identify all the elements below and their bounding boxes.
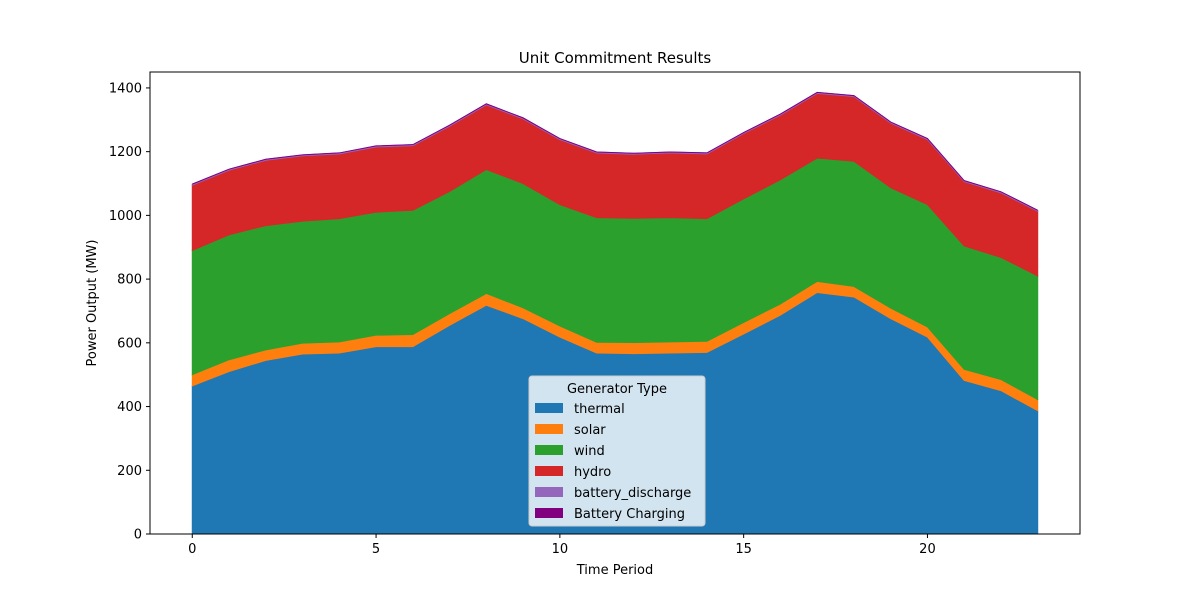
- x-tick-label: 5: [372, 542, 380, 557]
- legend-swatch: [535, 466, 563, 476]
- legend-label: battery_discharge: [574, 486, 691, 501]
- x-axis: 0 5 10 15 20: [188, 534, 936, 557]
- y-tick-label: 1000: [109, 209, 142, 224]
- legend-swatch: [535, 445, 563, 455]
- x-tick-label: 20: [919, 542, 936, 557]
- x-tick-label: 0: [188, 542, 196, 557]
- legend-swatch: [535, 508, 563, 518]
- y-axis-label: Power Output (MW): [85, 240, 100, 367]
- y-tick-label: 0: [134, 528, 142, 543]
- legend-label: hydro: [574, 465, 611, 480]
- y-tick-label: 1400: [109, 81, 142, 96]
- legend-label: Battery Charging: [574, 507, 685, 522]
- x-tick-label: 15: [735, 542, 752, 557]
- legend-title: Generator Type: [567, 382, 667, 397]
- legend-swatch: [535, 487, 563, 497]
- legend-swatch: [535, 403, 563, 413]
- y-tick-label: 200: [117, 464, 142, 479]
- y-tick-label: 600: [117, 336, 142, 351]
- legend-label: solar: [574, 423, 606, 438]
- x-tick-label: 10: [552, 542, 569, 557]
- legend-label: wind: [574, 444, 605, 459]
- plot-frame: [149, 71, 1081, 535]
- chart-title: Unit Commitment Results: [519, 49, 712, 67]
- area-battery-charging: [192, 91, 1038, 211]
- legend-box: [528, 375, 706, 527]
- x-axis-label: Time Period: [576, 563, 653, 578]
- legend: Generator Type thermal solar wind hydro batt…: [528, 375, 706, 527]
- y-tick-label: 800: [117, 273, 142, 288]
- y-axis: 0 200 400 600 800 1000 1200 1400: [109, 81, 150, 543]
- legend-swatch: [535, 424, 563, 434]
- legend-label: thermal: [574, 402, 625, 417]
- y-tick-label: 1200: [109, 145, 142, 160]
- legend-items: thermal solar wind hydro battery_discharge Ba…: [535, 402, 691, 522]
- y-tick-label: 400: [117, 400, 142, 415]
